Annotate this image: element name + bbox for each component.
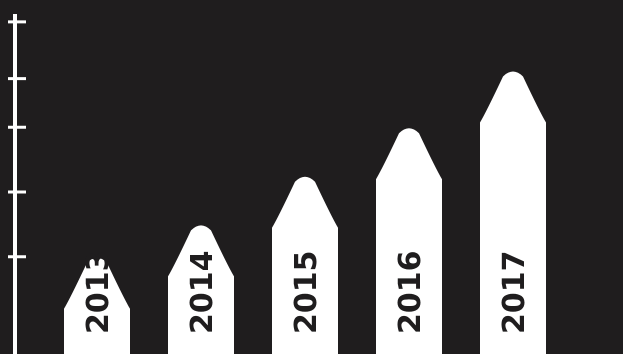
bar-2015 (272, 176, 338, 354)
bar-2016 (376, 128, 442, 354)
category-label-2017: 2017 (497, 251, 532, 335)
bars-group: 2013 2014 2015 2016 2017 (64, 71, 546, 354)
y-axis-ticks (8, 20, 26, 259)
bar-2014 (168, 225, 234, 354)
category-label-2013: 2013 (81, 251, 116, 335)
bar-2013 (64, 257, 130, 354)
category-label-2014: 2014 (185, 251, 220, 335)
bar-2017 (480, 71, 546, 354)
category-label-2016: 2016 (393, 251, 428, 335)
category-label-2015: 2015 (289, 251, 324, 335)
